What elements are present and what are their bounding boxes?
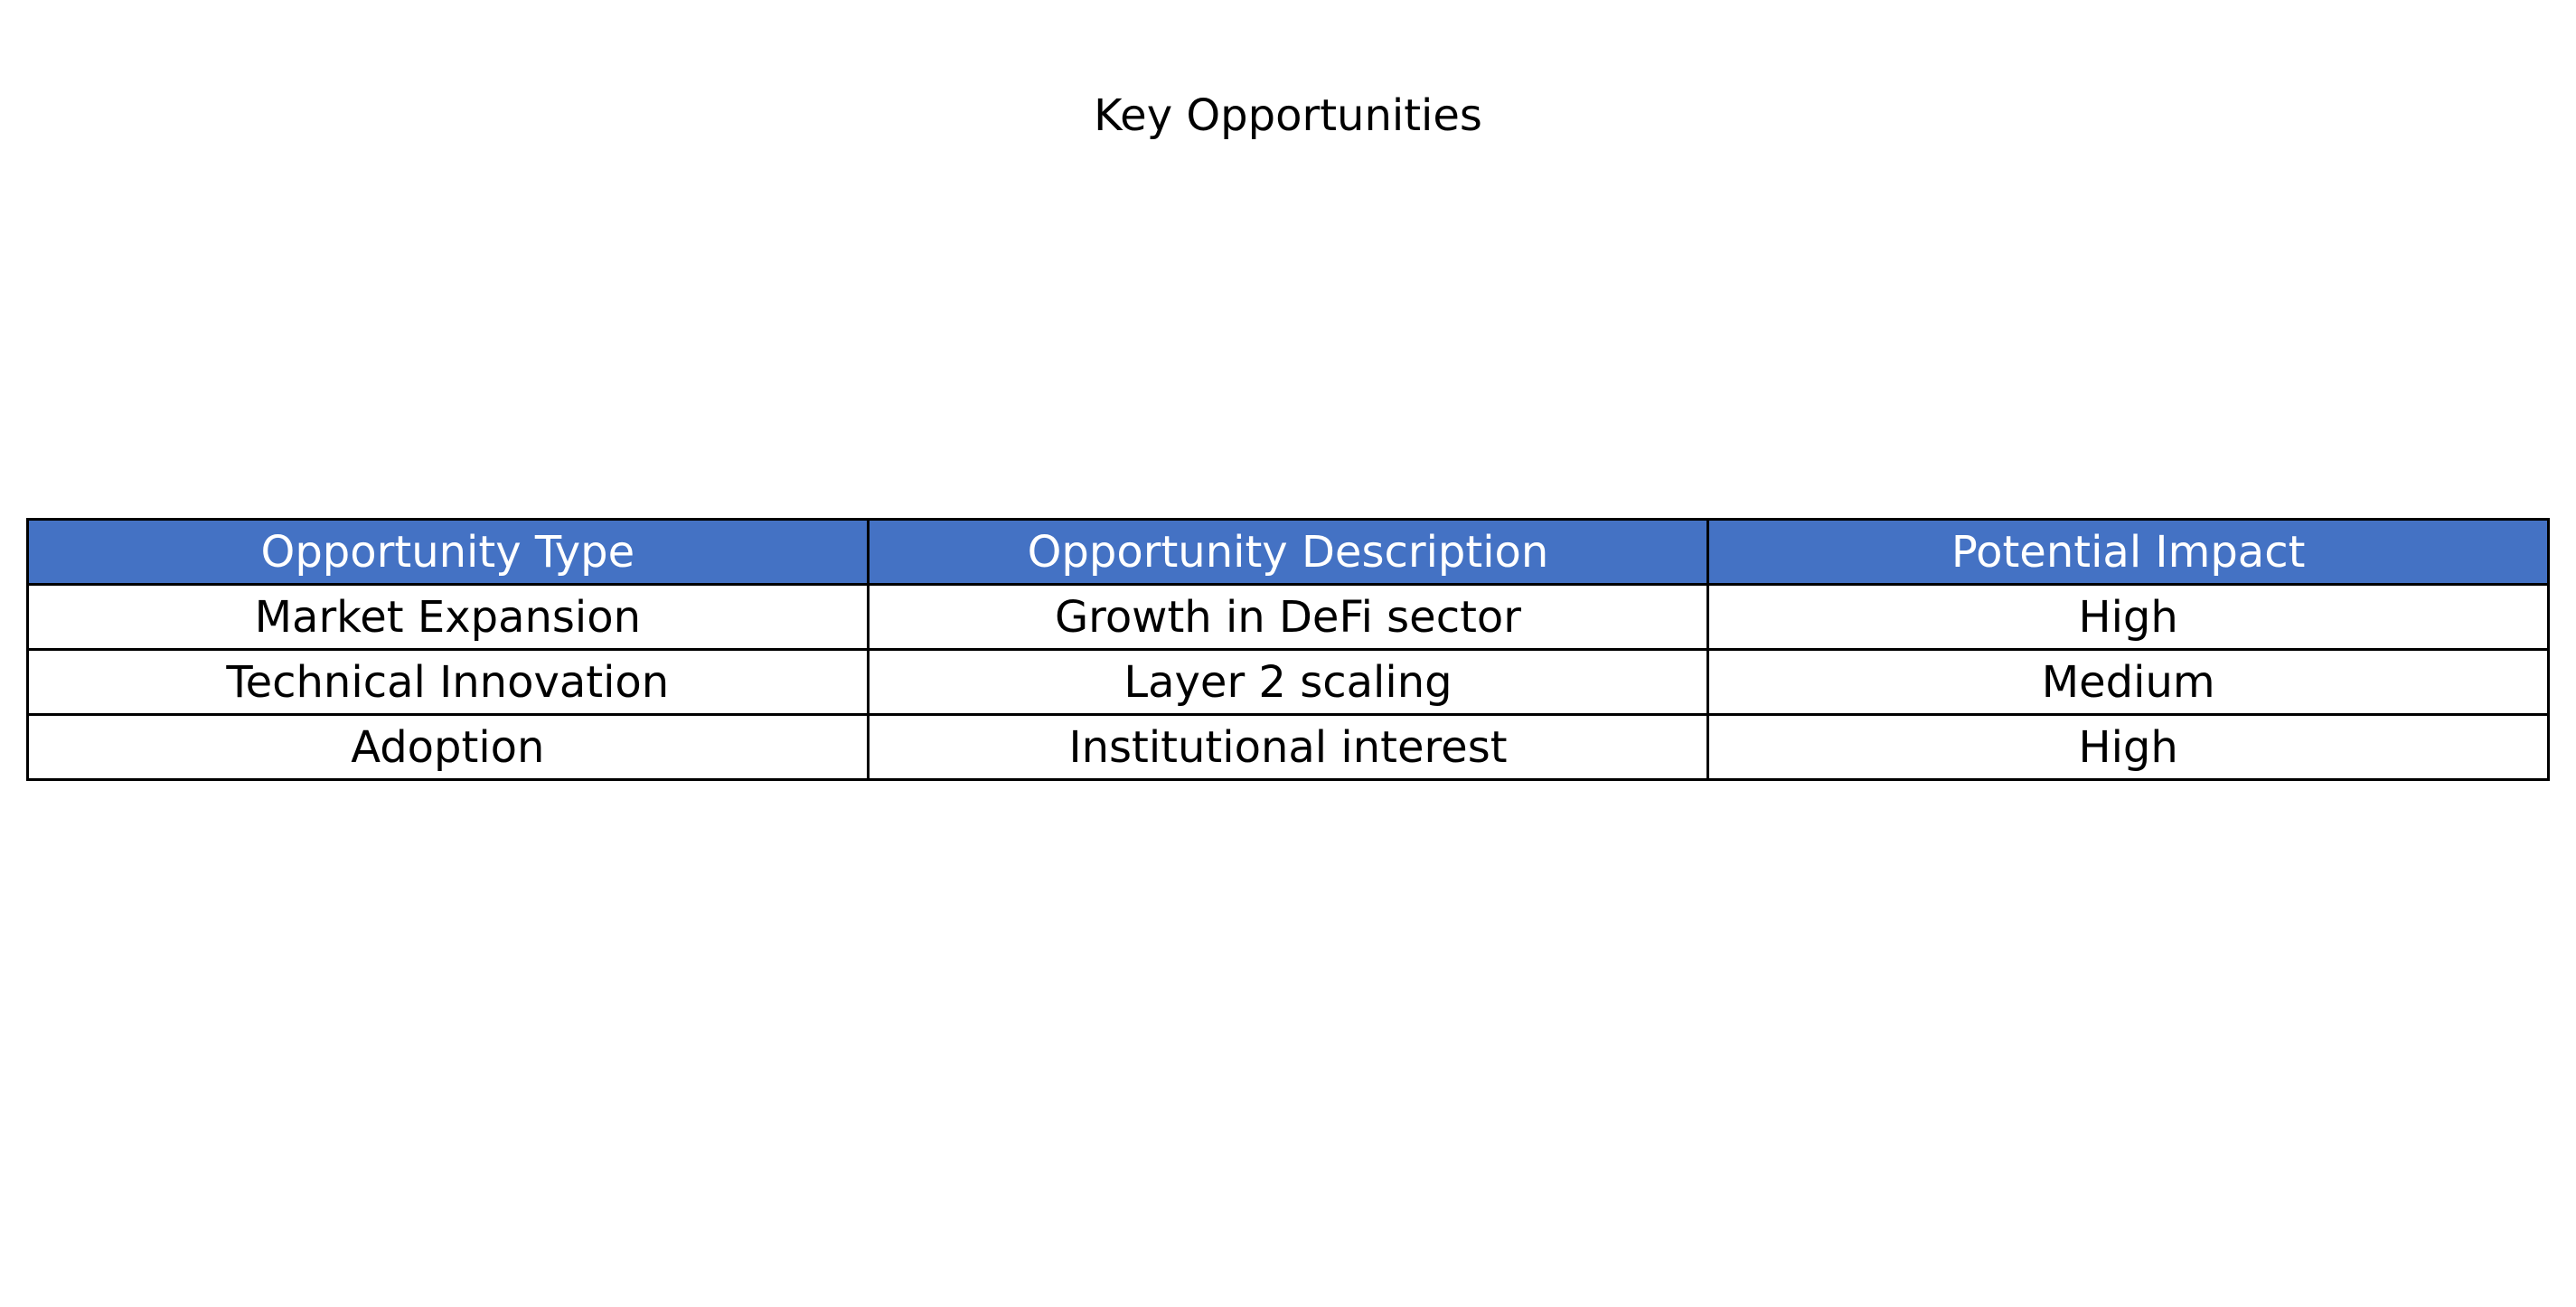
table-cell: Medium [1706,648,2550,716]
table-cell: Technical Innovation [26,648,870,716]
table-row: Technical Innovation Layer 2 scaling Med… [26,648,2550,716]
table-cell: Adoption [26,713,870,781]
table-row: Market Expansion Growth in DeFi sector H… [26,583,2550,651]
column-header-opportunity-description: Opportunity Description [866,518,1710,586]
column-header-potential-impact: Potential Impact [1706,518,2550,586]
table-cell: High [1706,583,2550,651]
table-header-row: Opportunity Type Opportunity Description… [26,518,2550,586]
opportunities-table: Opportunity Type Opportunity Description… [26,518,2550,781]
table-cell: High [1706,713,2550,781]
chart-title: Key Opportunities [1094,90,1482,141]
column-header-opportunity-type: Opportunity Type [26,518,870,586]
table-cell: Institutional interest [866,713,1710,781]
table-row: Adoption Institutional interest High [26,713,2550,781]
table-cell: Growth in DeFi sector [866,583,1710,651]
table-cell: Layer 2 scaling [866,648,1710,716]
table-cell: Market Expansion [26,583,870,651]
